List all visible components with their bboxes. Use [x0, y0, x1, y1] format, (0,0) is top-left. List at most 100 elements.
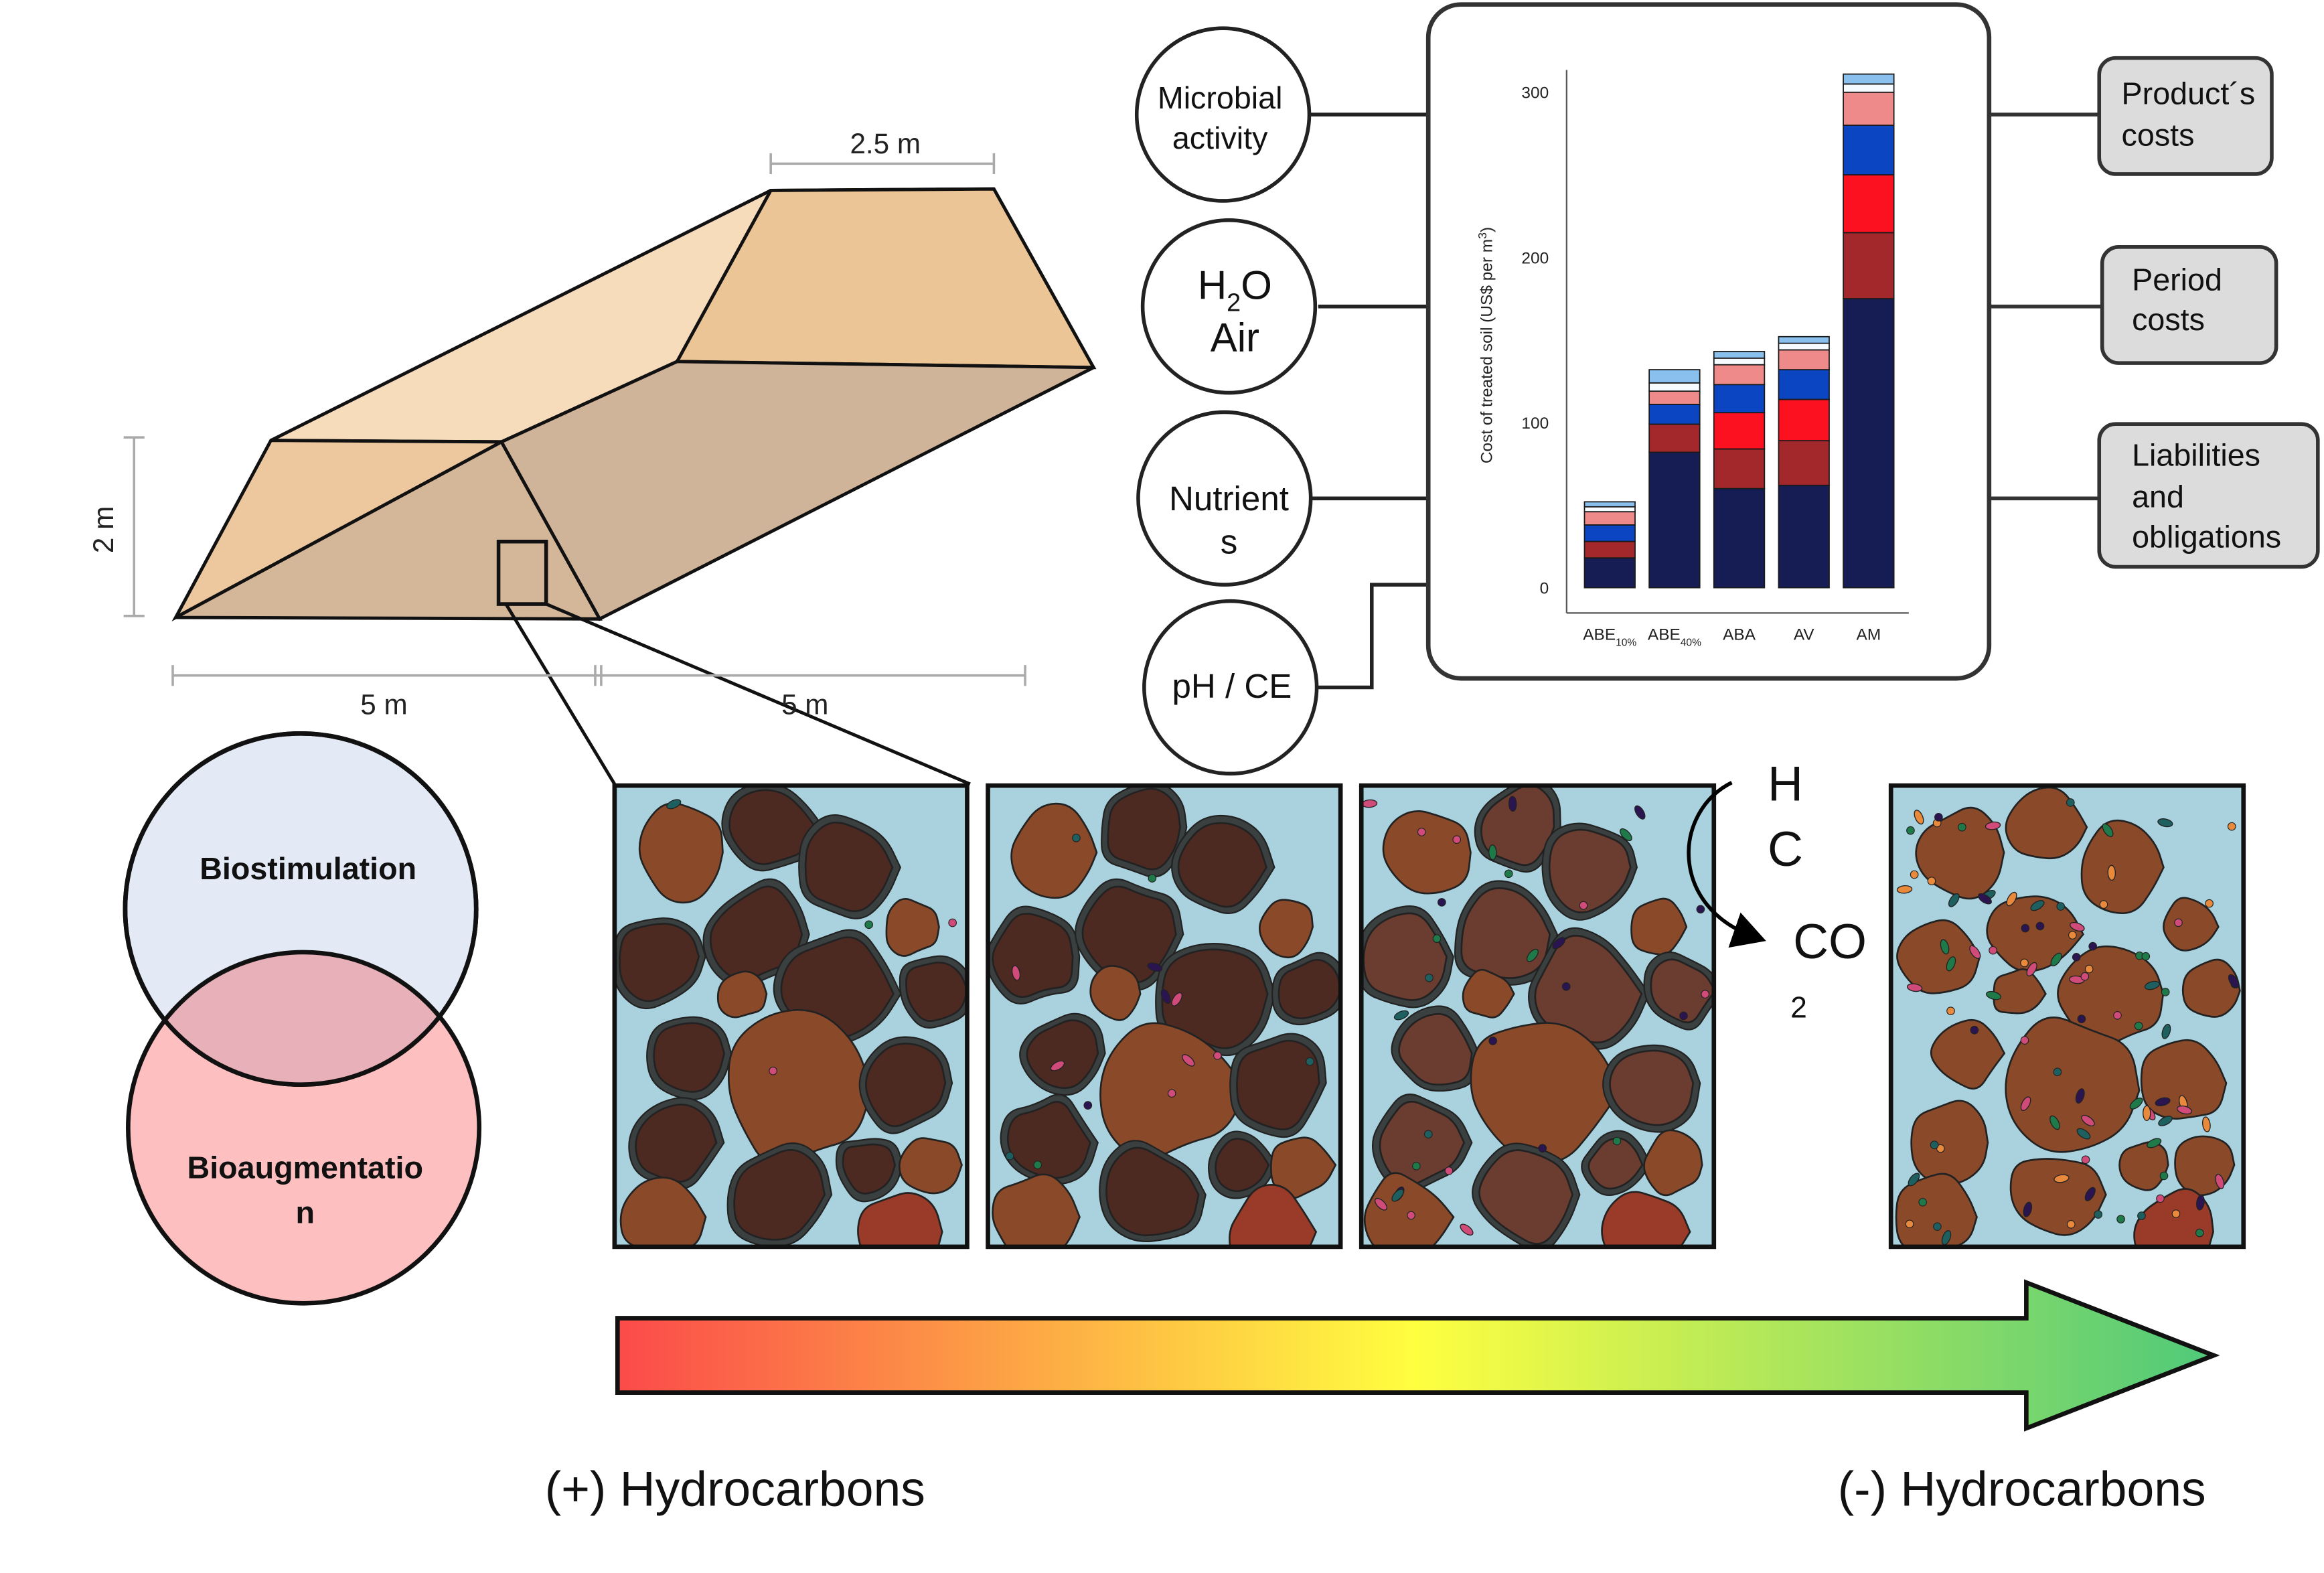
microbial-label-2: activity	[1172, 121, 1268, 155]
dim-height-label: 2 m	[88, 506, 119, 553]
y-ticks: 0 100 200 300	[1521, 84, 1549, 598]
bar-segment	[1648, 390, 1701, 405]
bar-segment	[1843, 232, 1895, 299]
hc-c: C	[1768, 822, 1803, 877]
bar-segment	[1583, 501, 1636, 508]
bar-segment	[1713, 412, 1766, 450]
bar-segment	[1778, 335, 1830, 344]
x-tick-label: AM	[1857, 625, 1881, 644]
x-tick-label: AV	[1794, 625, 1814, 644]
soil-panel-3	[1359, 783, 1717, 1250]
soil-panel-4	[1888, 783, 2246, 1250]
products-label-2: costs	[2122, 118, 2195, 153]
bar-segment	[1583, 511, 1636, 526]
y-tick-label-0: 0	[1540, 579, 1549, 597]
bar-segment	[1713, 351, 1766, 359]
period-label-1: Period	[2132, 262, 2222, 297]
sample-zoom-box	[496, 539, 548, 606]
venn-bottom-label-2: n	[295, 1195, 315, 1229]
gradient-left-label: (+) Hydrocarbons	[545, 1461, 925, 1516]
hc-h: H	[1768, 756, 1803, 811]
microbial-label-1: Microbial	[1158, 80, 1283, 115]
bar-segment	[1843, 91, 1895, 126]
windrow-drawing: 2.5 m 2 m 5 m 5 m	[88, 128, 1097, 786]
cost-connectors	[1989, 113, 2101, 501]
liabilities-label-2: and	[2132, 479, 2184, 514]
chart-y-axis-title: Cost of treated soil (US$ per m3)	[1476, 227, 1496, 463]
bar-segment	[1648, 451, 1701, 589]
soil-panel-2	[986, 783, 1343, 1250]
bar-stack-3	[1778, 335, 1830, 589]
products-costs-box: Product´s costs	[2097, 56, 2274, 176]
conversion-arrow	[1687, 781, 1766, 948]
nutrients-label-1: Nutrient	[1169, 479, 1289, 518]
ph-ce-circle: pH / CE	[1142, 599, 1319, 776]
bar-segment	[1713, 384, 1766, 414]
bar-segment	[1713, 357, 1766, 366]
liabilities-label-3: obligations	[2132, 520, 2281, 554]
soil-panel-1	[612, 783, 970, 1250]
hc-conversion: H C CO 2	[1687, 756, 1867, 1025]
dim-bottom-left-label: 5 m	[360, 688, 407, 720]
hydrocarbon-gradient-arrow	[615, 1279, 2220, 1432]
x-tick-label: ABE10%	[1583, 625, 1636, 648]
dim-bottom-right-label: 5 m	[781, 688, 828, 720]
liabilities-box: Liabilities and obligations	[2097, 422, 2320, 569]
ph-ce-label: pH / CE	[1172, 667, 1292, 705]
bar-segment	[1713, 448, 1766, 490]
bar-segment	[1778, 440, 1830, 486]
bar-segment	[1843, 73, 1895, 85]
bar-segment	[1843, 125, 1895, 175]
venn-overlap	[126, 950, 477, 1085]
bar-segment	[1583, 524, 1636, 542]
bar-stack-2	[1713, 351, 1766, 589]
nutrients-label-2: s	[1221, 523, 1238, 561]
water-air-circle: H2O Air	[1140, 218, 1318, 395]
bar-segment	[1778, 369, 1830, 400]
soil-panels	[612, 783, 2246, 1250]
gradient-right-label: (-) Hydrocarbons	[1838, 1461, 2206, 1516]
period-costs-box: Period costs	[2100, 245, 2278, 365]
x-tick-label: ABA	[1723, 625, 1756, 644]
bars	[1583, 73, 1895, 589]
bar-segment	[1843, 298, 1895, 589]
cost-bar-chart: Cost of treated soil (US$ per m3) 0 100 20…	[1476, 70, 1909, 648]
products-label-1: Product´s	[2122, 76, 2256, 111]
windrow-side-face	[499, 360, 1095, 621]
bar-segment	[1713, 488, 1766, 589]
bar-segment	[1583, 506, 1636, 513]
bar-segment	[1778, 349, 1830, 370]
x-tick-labels: ABE10% ABE40% ABA AV AM	[1583, 625, 1881, 648]
liabilities-label-1: Liabilities	[2132, 437, 2260, 472]
bar-segment	[1843, 174, 1895, 234]
bar-segment	[1583, 557, 1636, 589]
bar-segment	[1648, 369, 1701, 384]
bar-segment	[1648, 403, 1701, 425]
air-label: Air	[1211, 315, 1259, 360]
chart-panel	[1425, 2, 1992, 681]
bar-segment	[1713, 364, 1766, 386]
nutrients-circle: Nutrient s	[1136, 410, 1313, 587]
bar-segment	[1778, 484, 1830, 589]
bar-stack-0	[1583, 501, 1636, 589]
bar-segment	[1648, 382, 1701, 392]
bar-stack-4	[1843, 73, 1895, 589]
bar-stack-1	[1648, 369, 1701, 589]
bar-segment	[1583, 540, 1636, 559]
y-tick-label-100: 100	[1521, 415, 1549, 433]
venn-diagram: Biostimulation Bioaugmentatio n	[123, 731, 482, 1306]
bar-segment	[1778, 398, 1830, 442]
factor-circles	[1309, 113, 1429, 690]
dim-top-label: 2.5 m	[850, 128, 921, 159]
co2-sub: 2	[1790, 992, 1807, 1025]
y-tick-label-200: 200	[1521, 249, 1549, 267]
microbial-activity-circle: Microbial activity	[1134, 26, 1312, 203]
y-tick-label-300: 300	[1521, 84, 1549, 102]
venn-bottom-label-1: Bioaugmentatio	[187, 1150, 423, 1185]
h2o-label: H2O	[1198, 263, 1272, 317]
bar-segment	[1843, 83, 1895, 93]
x-tick-label: ABE40%	[1648, 625, 1701, 648]
bar-segment	[1778, 342, 1830, 351]
